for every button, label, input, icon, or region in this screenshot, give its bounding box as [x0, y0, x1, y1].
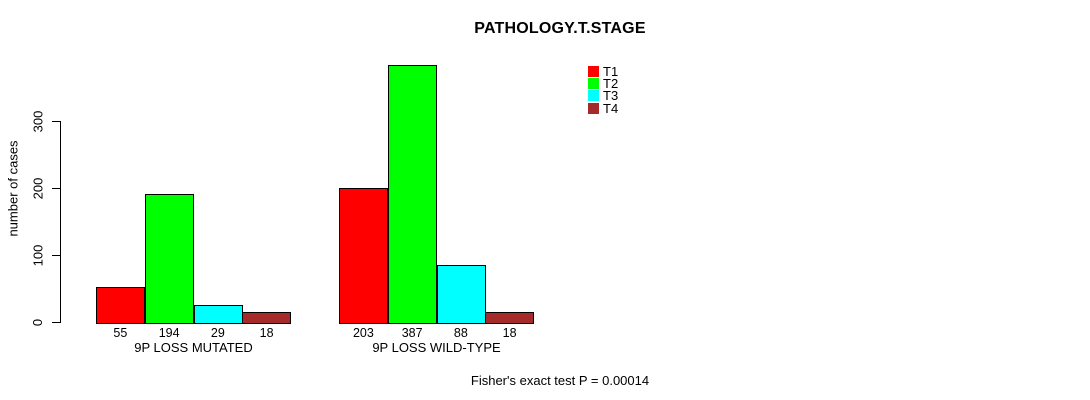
group-label-2: 9P LOSS WILD-TYPE	[372, 340, 501, 355]
legend: T1 T2 T3 T4	[588, 65, 618, 115]
y-tick-label-text: 0	[30, 318, 46, 326]
y-tick-label-text: 100	[30, 244, 46, 266]
bar-t3-group1	[193, 304, 243, 324]
legend-swatch-t3	[588, 90, 599, 102]
legend-item-t2: T2	[588, 76, 619, 92]
chart-title: PATHOLOGY.T.STAGE	[474, 20, 646, 37]
bar-value-label: 18	[502, 326, 517, 340]
y-tick-label: 200	[30, 158, 46, 218]
bar-value-label: 88	[453, 326, 468, 340]
group-label-1: 9P LOSS MUTATED	[134, 340, 253, 355]
y-tick-mark	[52, 121, 60, 122]
legend-label-t2: T2	[603, 76, 619, 92]
y-tick-label: 0	[30, 292, 46, 352]
bar-t1-group1	[96, 287, 145, 324]
bar-value-label: 18	[259, 326, 274, 340]
bar-t2-group2	[387, 64, 437, 324]
bar-t3-group2	[436, 265, 486, 324]
y-tick-label: 100	[30, 225, 46, 285]
legend-swatch-t2	[588, 78, 599, 90]
fisher-test-note: Fisher's exact test P = 0.00014	[470, 373, 650, 388]
y-tick-mark	[52, 255, 60, 256]
bar-t4-group1	[242, 311, 292, 324]
y-tick-label-text: 300	[30, 110, 46, 132]
bar-value-label: 203	[352, 326, 374, 340]
y-axis-line	[60, 121, 61, 323]
y-tick-label-text: 200	[30, 177, 46, 199]
bar-value-label: 55	[113, 326, 128, 340]
legend-item-t1: T1	[588, 63, 619, 79]
legend-label-t4: T4	[603, 100, 619, 116]
legend-swatch-t1	[588, 65, 599, 77]
bar-t1-group2	[339, 187, 388, 324]
bar-t2-group1	[144, 194, 194, 324]
bar-value-label: 29	[210, 326, 225, 340]
y-tick-label: 300	[30, 91, 46, 151]
y-axis-title-text: number of cases	[5, 139, 21, 237]
legend-label-t3: T3	[603, 88, 619, 104]
legend-label-t1: T1	[603, 63, 619, 79]
y-tick-mark	[52, 322, 60, 323]
bar-value-label: 194	[158, 326, 180, 340]
bar-t4-group2	[485, 311, 535, 324]
legend-item-t4: T4	[588, 100, 619, 116]
legend-item-t3: T3	[588, 88, 619, 104]
legend-swatch-t4	[588, 102, 599, 114]
y-tick-mark	[52, 188, 60, 189]
bar-value-label: 387	[401, 326, 423, 340]
y-axis-title: number of cases	[5, 128, 21, 248]
